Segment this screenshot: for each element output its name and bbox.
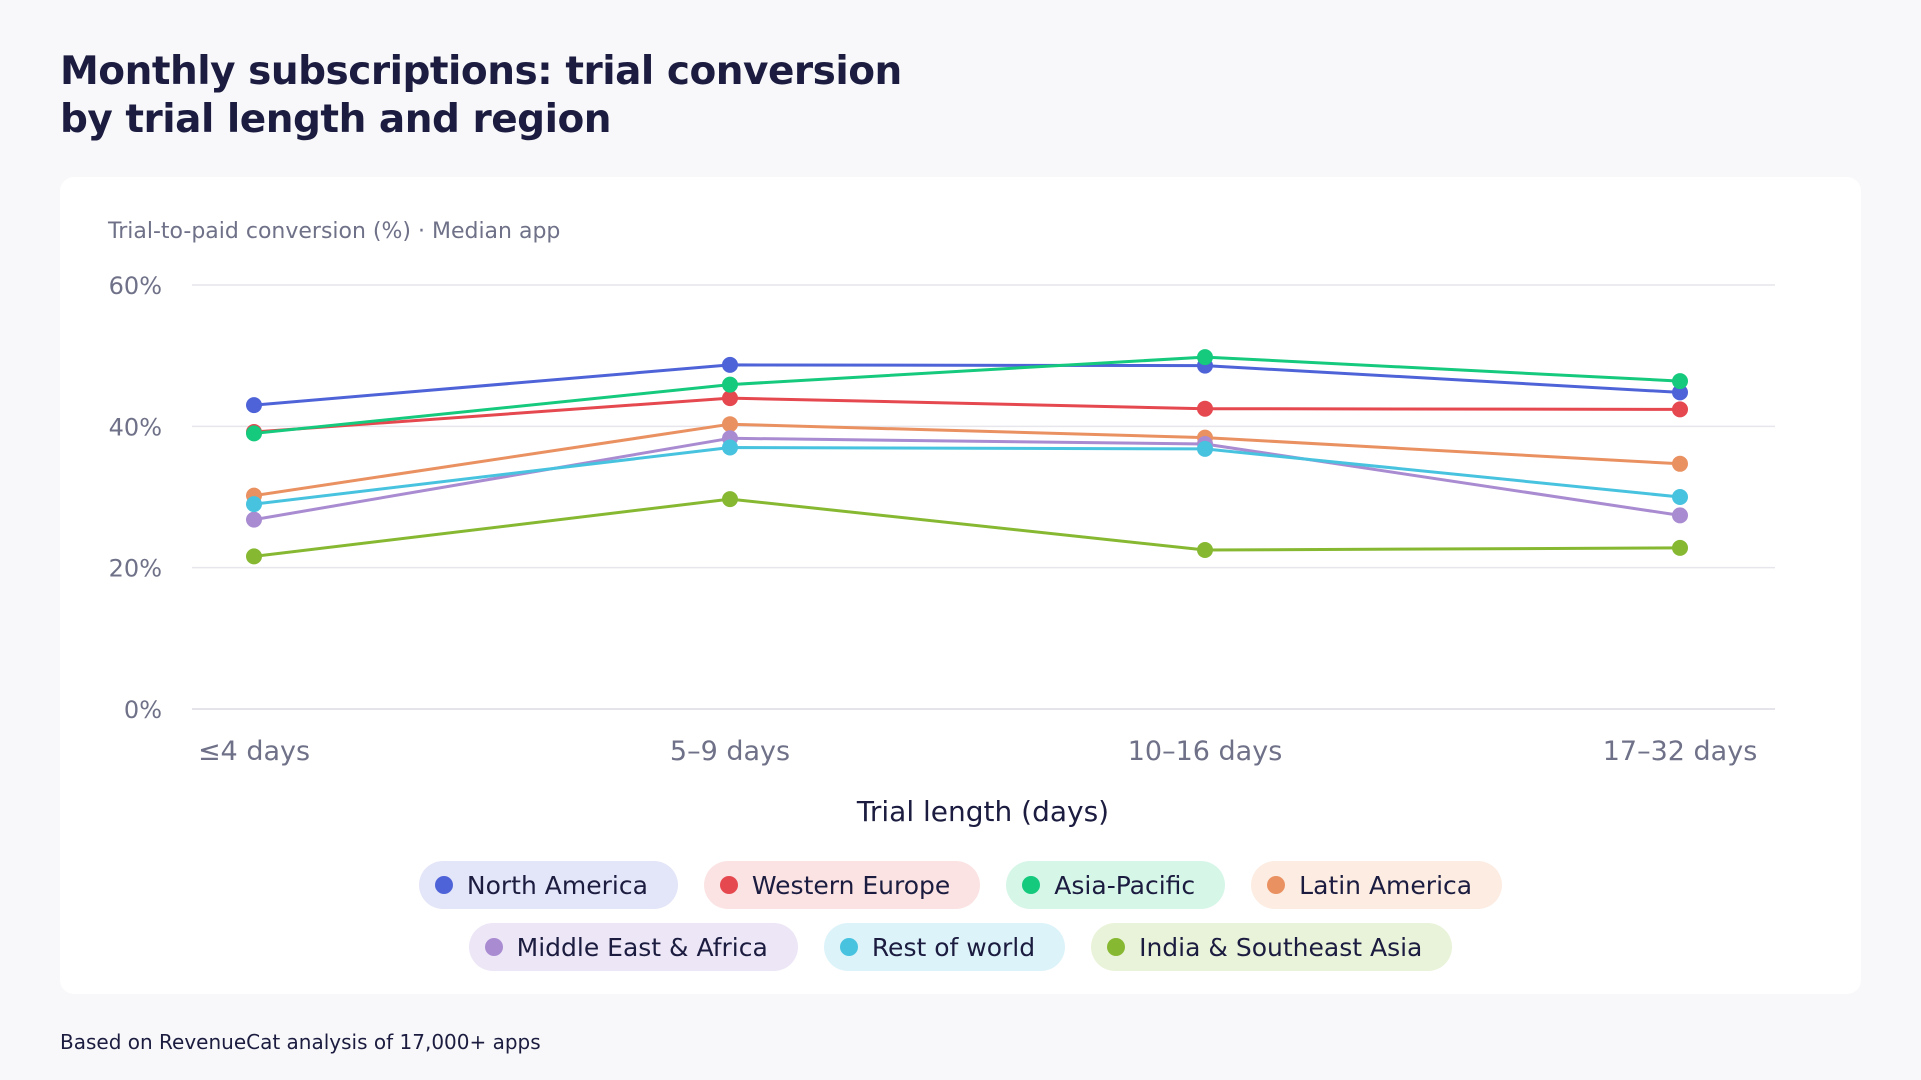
data-point xyxy=(1672,401,1688,418)
legend-item: Rest of world xyxy=(823,923,1066,971)
legend-label: Asia-Pacific xyxy=(1054,870,1196,900)
legend-dot-icon xyxy=(434,876,453,894)
x-axis-label: Trial length (days) xyxy=(856,795,1109,828)
data-point xyxy=(722,416,738,433)
line-chart: Trial-to-paid conversion (%) · Median ap… xyxy=(107,219,1775,828)
data-point xyxy=(1672,373,1688,390)
legend-item: Latin America xyxy=(1251,861,1503,909)
data-point xyxy=(1197,440,1213,457)
legend-dot-icon xyxy=(484,938,503,956)
footnote: Based on RevenueCat analysis of 17,000+ … xyxy=(60,1030,541,1054)
data-point xyxy=(722,439,738,456)
series-line xyxy=(252,363,1682,407)
data-point xyxy=(246,511,262,528)
chart-title-line-2: by trial length and region xyxy=(60,97,612,142)
legend-label: North America xyxy=(466,870,648,900)
x-tick-label: 5–9 days xyxy=(670,736,790,767)
legend-label: Western Europe xyxy=(751,870,951,900)
data-point xyxy=(1672,539,1688,556)
data-point xyxy=(722,356,738,373)
legend-row: North America Western Europe Asia-Pacific L… xyxy=(418,861,1503,909)
data-point xyxy=(246,548,262,565)
x-tick-label: 10–16 days xyxy=(1128,736,1283,767)
legend-dot-icon xyxy=(839,938,858,956)
data-point xyxy=(1672,507,1688,524)
y-tick-label: 20% xyxy=(109,555,162,583)
y-tick-label: 40% xyxy=(109,413,162,441)
chart-subtitle: Trial-to-paid conversion (%) · Median ap… xyxy=(107,219,560,244)
y-axis-ticks: 0% 20% 40% 60% xyxy=(109,272,162,724)
chart-title-line-1: Monthly subscriptions: trial conversion xyxy=(60,49,902,94)
data-point xyxy=(1197,349,1213,366)
gridlines xyxy=(192,284,1775,710)
series-line xyxy=(252,436,1682,522)
data-point xyxy=(246,496,262,513)
data-point xyxy=(1197,542,1213,558)
series-line xyxy=(252,422,1682,498)
legend-item: Asia-Pacific xyxy=(1006,861,1226,909)
legend-label: Rest of world xyxy=(871,932,1036,962)
data-point xyxy=(722,491,738,508)
series-points xyxy=(246,349,1688,565)
legend-dot-icon xyxy=(1267,876,1286,894)
series-lines xyxy=(252,355,1682,558)
legend-label: Middle East & Africa xyxy=(516,932,768,962)
data-point xyxy=(1672,455,1688,472)
series-line xyxy=(252,355,1682,435)
series-line xyxy=(252,396,1682,434)
data-point xyxy=(1672,489,1688,505)
legend: North America Western Europe Asia-Pacific L… xyxy=(60,861,1861,971)
x-tick-label: ≤4 days xyxy=(198,736,310,767)
chart-card: Trial-to-paid conversion (%) · Median ap… xyxy=(60,177,1861,994)
chart-title: Monthly subscriptions: trial conversion … xyxy=(60,48,960,144)
legend-label: India & Southeast Asia xyxy=(1139,932,1423,962)
legend-label: Latin America xyxy=(1299,870,1473,900)
y-tick-label: 60% xyxy=(109,272,162,300)
legend-item: India & Southeast Asia xyxy=(1091,923,1453,971)
legend-item: Middle East & Africa xyxy=(468,923,798,971)
data-point xyxy=(1197,400,1213,417)
legend-dot-icon xyxy=(719,876,738,894)
data-point xyxy=(722,376,738,393)
legend-row: Middle East & Africa Rest of world India &… xyxy=(468,923,1453,971)
legend-dot-icon xyxy=(1022,876,1041,894)
legend-item: North America xyxy=(418,861,678,909)
x-tick-label: 17–32 days xyxy=(1603,736,1758,767)
y-tick-label: 0% xyxy=(124,696,162,724)
data-point xyxy=(722,390,738,407)
data-point xyxy=(246,425,262,442)
data-point xyxy=(1672,384,1688,401)
x-axis-ticks: ≤4 days 5–9 days 10–16 days 17–32 days xyxy=(198,736,1757,767)
series-line xyxy=(252,446,1682,506)
data-point xyxy=(246,397,262,414)
legend-item: Western Europe xyxy=(703,861,981,909)
legend-dot-icon xyxy=(1107,938,1126,956)
series-line xyxy=(252,497,1682,558)
